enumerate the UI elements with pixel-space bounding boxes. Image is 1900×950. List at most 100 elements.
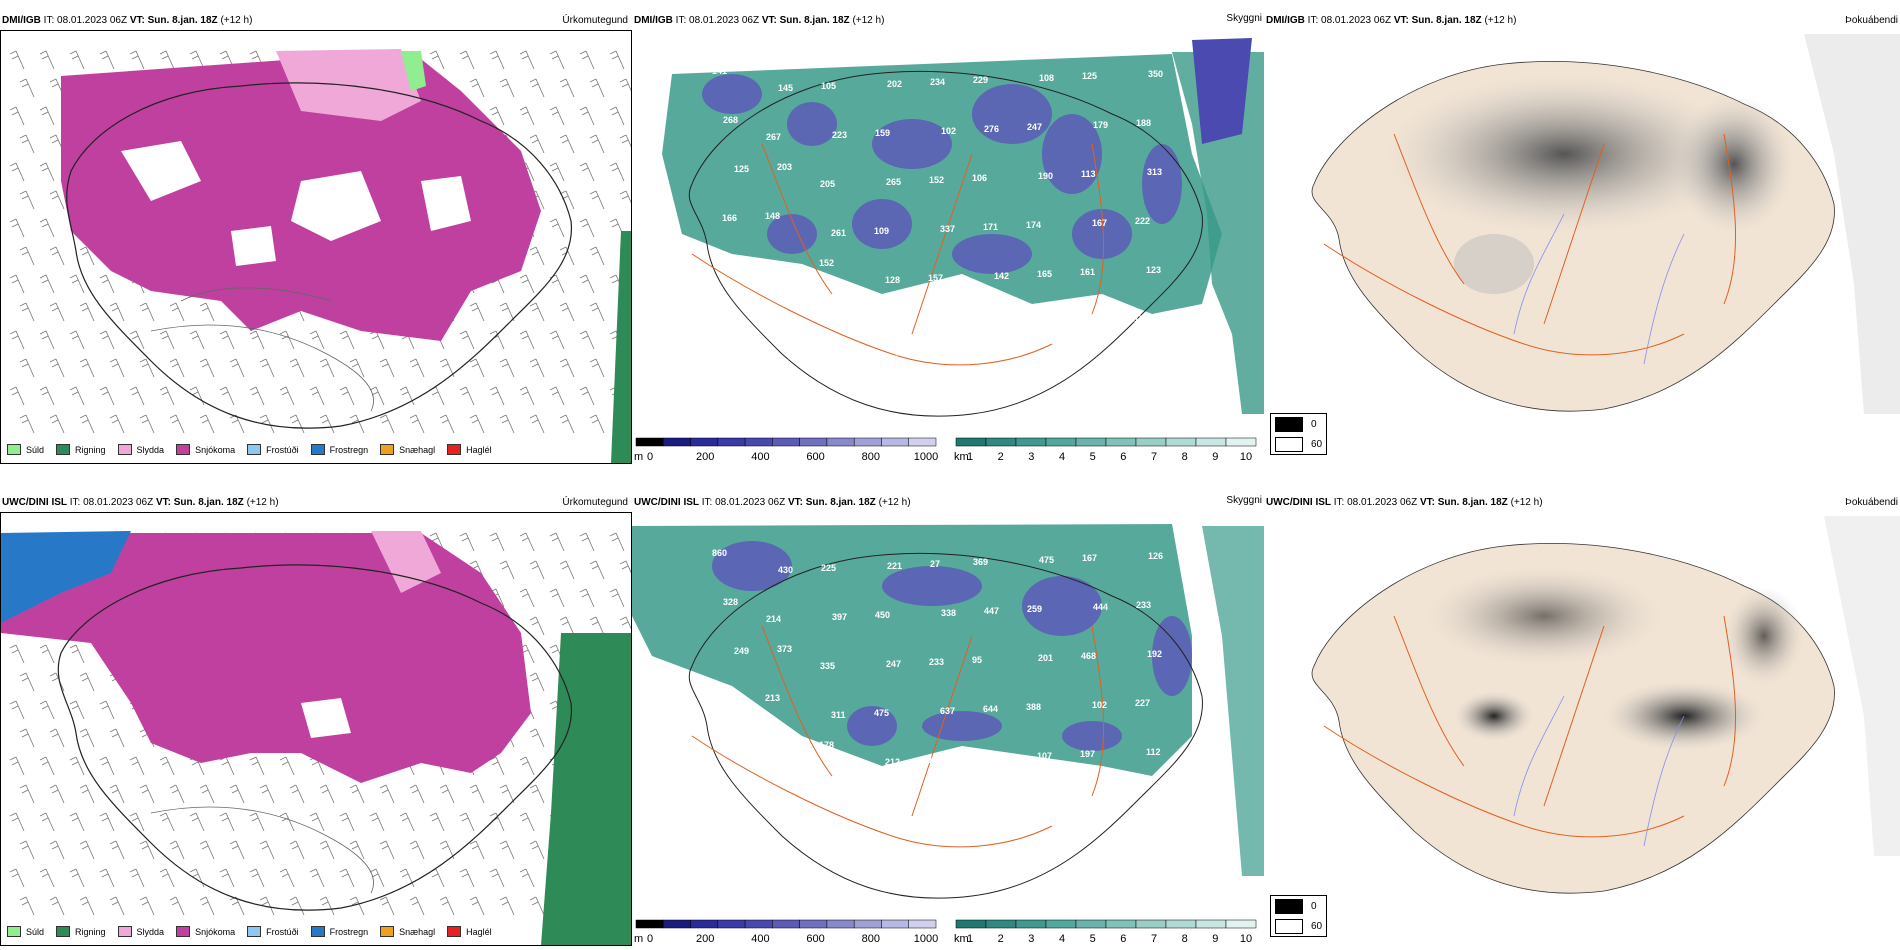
colorbar-tick: 600 (806, 933, 824, 945)
ceiling-label: 444 (1093, 602, 1108, 612)
ceiling-label: 475 (874, 708, 889, 718)
colorbar-segment (1045, 919, 1077, 929)
colorbar-tick: 7 (1151, 933, 1157, 945)
colorbar-tick: 8 (1182, 451, 1188, 463)
fog-header-bottom: UWC/DINI ISL IT: 08.01.2023 06Z VT: Sun.… (1266, 494, 1543, 512)
colorbar-segment (1225, 437, 1257, 447)
ceiling-label: 259 (1027, 604, 1042, 614)
lead-time: (+12 h) (852, 15, 885, 26)
product-type-label: Skyggni (1226, 495, 1262, 506)
colorbar-segment (1165, 919, 1197, 929)
ceiling-label: 265 (886, 177, 901, 187)
model-name: DMI/IGB (1266, 15, 1305, 26)
model-name: UWC/DINI ISL (634, 497, 699, 508)
ceiling-label: 637 (940, 706, 955, 716)
colorbar-tick: 400 (751, 451, 769, 463)
cloud-panel-bottom: UWC/DINI ISL IT: 08.01.2023 06Z VT: Sun.… (632, 494, 1264, 946)
ceiling-label: 397 (832, 612, 847, 622)
ceiling-label: 159 (875, 128, 890, 138)
ceiling-label: 268 (723, 115, 738, 125)
ceiling-label: 335 (820, 661, 835, 671)
product-type-label: Úrkomutegund (562, 15, 628, 26)
colorbar-segment (744, 919, 773, 929)
colorbar-tick: 800 (862, 451, 880, 463)
ceiling-label: 227 (1135, 698, 1150, 708)
fog-legend-bottom: 0 60 (1270, 895, 1328, 937)
colorbar-segment (799, 919, 828, 929)
ceiling-label: 166 (722, 213, 737, 223)
valid-time: VT: Sun. 8.jan. 18Z (129, 15, 218, 26)
legend-item: Rigning (56, 926, 106, 937)
precip-panel-bottom: UWC/DINI ISL IT: 08.01.2023 06Z VT: Sun.… (0, 494, 632, 946)
cloud-base-patches (712, 541, 1192, 751)
init-time: IT: 08.01.2023 06Z (675, 15, 760, 26)
ceiling-labels: 141 145 105 202 234 229 108 125 350 268 267 223 159 1… (712, 66, 1163, 370)
ceiling-label: 231 (732, 360, 747, 370)
init-time: IT: 08.01.2023 06Z (1307, 15, 1392, 26)
ceiling-label: 145 (778, 83, 793, 93)
ptype-legend-top: Súld Rigning Slydda Snjókoma Frostúði Fr… (7, 444, 504, 455)
colorbar-segment (1105, 437, 1137, 447)
legend-item: Slydda (117, 926, 164, 937)
ceiling-label: 188 (1136, 118, 1151, 128)
init-time: IT: 08.01.2023 06Z (69, 497, 154, 508)
model-name: UWC/DINI ISL (1266, 497, 1331, 508)
valid-time: VT: Sun. 8.jan. 18Z (1419, 497, 1508, 508)
ceiling-label: 13 (830, 789, 840, 799)
legend-item: Haglél (447, 444, 492, 455)
colorbar-tick: 4 (1059, 933, 1065, 945)
legend-item: Rigning (56, 444, 106, 455)
ceiling-label: 101 (775, 358, 790, 368)
ceiling-label: 261 (831, 228, 846, 238)
valid-time: VT: Sun. 8.jan. 18Z (761, 15, 850, 26)
ceiling-label: 109 (874, 226, 889, 236)
product-type-label: Þokuábendi (1845, 15, 1898, 26)
cloud-header-top: DMI/IGB IT: 08.01.2023 06Z VT: Sun. 8.ja… (634, 12, 884, 30)
colorbar-segment (955, 437, 987, 447)
ceiling-label: 79 (721, 311, 731, 321)
ceiling-label: 249 (734, 646, 749, 656)
ceiling-label: 107 (1037, 751, 1052, 761)
ceiling-label: 373 (777, 644, 792, 654)
ceiling-label: 89 (830, 307, 840, 317)
colorbar-unit: km (954, 451, 969, 463)
ceiling-label: 197 (1080, 749, 1095, 759)
lead-time: (+12 h) (878, 497, 911, 508)
legend-item: Snæhagl (380, 926, 435, 937)
fog-map-top (1264, 34, 1900, 434)
ceiling-label: 225 (821, 563, 836, 573)
ceiling-label: 233 (1136, 600, 1151, 610)
colorbar-segment (663, 437, 691, 447)
roads (691, 625, 1105, 848)
colorbar-unit: km (954, 933, 969, 945)
lead-time: (+12 h) (220, 15, 253, 26)
colorbar-tick: 0 (647, 451, 653, 463)
lead-time: (+12 h) (1510, 497, 1543, 508)
ceiling-label: 388 (1026, 702, 1041, 712)
valid-time: VT: Sun. 8.jan. 18Z (155, 497, 244, 508)
fog-panel-bottom: UWC/DINI ISL IT: 08.01.2023 06Z VT: Sun.… (1264, 494, 1900, 946)
precip-panel-top: DMI/IGB IT: 08.01.2023 06Z VT: Sun. 8.ja… (0, 12, 632, 464)
legend-item: Frostregn (310, 926, 368, 937)
ceiling-label: 644 (983, 704, 998, 714)
product-type-label: Úrkomutegund (562, 497, 628, 508)
colorbar-tick: 6 (1120, 933, 1126, 945)
cloud-base-patches (702, 74, 1182, 274)
colorbar-tick: 0 (647, 933, 653, 945)
colorbar-tick: 1 (967, 933, 973, 945)
ceiling-label: 233 (929, 657, 944, 667)
cloud-map-bottom: 860 430 225 221 27 369 475 167 126 328 214 397 450 33… (632, 516, 1264, 916)
colorbar-segment (690, 919, 719, 929)
ceiling-label: 162 (733, 744, 748, 754)
precip-header-top: DMI/IGB IT: 08.01.2023 06Z VT: Sun. 8.ja… (2, 12, 252, 30)
colorbar-segment (663, 919, 691, 929)
ceiling-label: 126 (1148, 551, 1163, 561)
ceiling-label: 222 (1135, 216, 1150, 226)
legend-item: Snjókoma (176, 444, 235, 455)
ceiling-label: 350 (1148, 69, 1163, 79)
cloud-base-colorbar-top: m 0 200 400 600 800 1000 km1 2 3 4 5 6 7 8 9 10 (634, 437, 1257, 463)
ceiling-label: 234 (930, 77, 945, 87)
ceiling-label: 67 (764, 309, 774, 319)
ceiling-label: 174 (1026, 220, 1041, 230)
colorbar-segment (853, 919, 882, 929)
